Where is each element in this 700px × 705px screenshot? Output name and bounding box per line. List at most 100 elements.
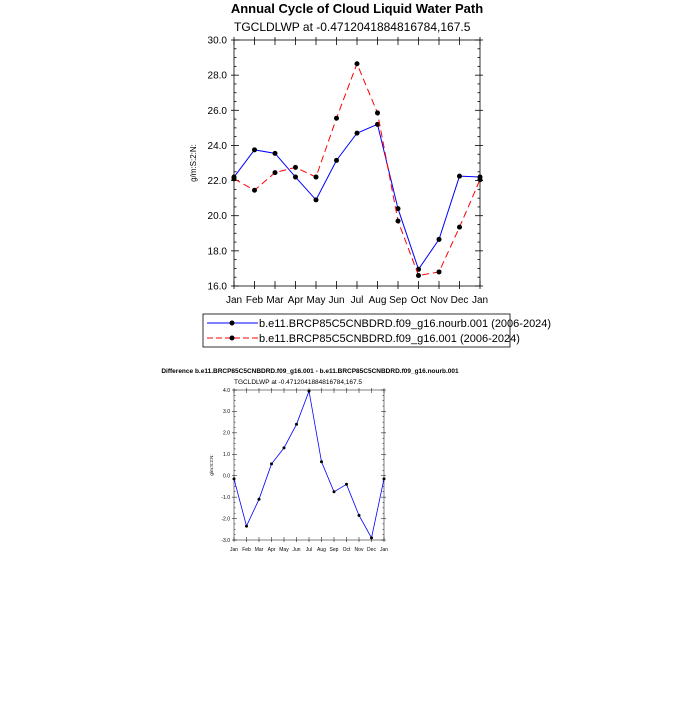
x-tick-label: Jun — [292, 547, 300, 553]
series-line-1 — [233, 62, 481, 277]
data-point — [370, 536, 373, 540]
x-tick-label: Nov — [355, 547, 364, 553]
data-point — [252, 187, 257, 193]
x-tick-label: Mar — [255, 547, 264, 553]
chart-title: Annual Cycle of Cloud Liquid Water Path — [231, 1, 483, 16]
data-point — [477, 177, 483, 183]
data-point — [232, 477, 236, 481]
plot-frame — [233, 389, 385, 541]
x-tick-label: Aug — [317, 547, 326, 553]
data-point — [416, 266, 421, 272]
data-point — [382, 477, 386, 481]
legend-label-nourb: b.e11.BRCP85C5CNBDRD.f09_g16.nourb.001 (… — [259, 318, 551, 330]
data-point — [245, 524, 248, 528]
data-point — [320, 460, 323, 464]
data-point — [457, 173, 462, 179]
y-tick-label: -2.0 — [221, 516, 230, 522]
data-point — [272, 170, 278, 176]
x-tick-label: Oct — [411, 295, 427, 306]
x-tick-label: Aug — [369, 295, 387, 306]
legend-marker-base — [229, 335, 235, 341]
data-point — [257, 497, 261, 501]
data-point — [375, 110, 380, 116]
x-tick-label: Apr — [288, 295, 304, 306]
chart-subtitle: TGCLDLWP at -0.4712041884816784,167.5 — [234, 20, 471, 34]
x-tick-label: Sep — [330, 547, 339, 553]
y-tick-label: 22.0 — [208, 176, 228, 187]
y-tick-label: -3.0 — [221, 538, 230, 544]
legend-box — [202, 313, 511, 348]
diff-chart-subtitle: TGCLDLWP at -0.4712041884816784,167.5 — [234, 379, 362, 386]
x-tick-label: Sep — [389, 295, 407, 306]
data-point — [307, 389, 311, 393]
data-point — [436, 269, 442, 275]
data-point — [357, 513, 361, 517]
x-tick-label: Jan — [226, 295, 242, 306]
y-tick-label: 1.0 — [223, 452, 230, 458]
data-point — [457, 224, 462, 230]
x-tick-label: Oct — [343, 547, 351, 553]
y-tick-label: 30.0 — [208, 36, 228, 47]
data-point — [375, 121, 380, 127]
series-line-0 — [233, 389, 385, 539]
y-tick-label: -1.0 — [221, 495, 230, 501]
y-tick-label: 3.0 — [223, 409, 230, 415]
data-point — [436, 236, 442, 242]
y-tick-label: 24.0 — [208, 141, 228, 152]
y-tick-label: 16.0 — [208, 282, 228, 293]
x-tick-label: Jan — [380, 547, 388, 553]
data-point — [295, 422, 298, 426]
data-point — [313, 174, 319, 180]
data-point — [270, 462, 273, 466]
legend: b.e11.BRCP85C5CNBDRD.f09_g16.nourb.001 (… — [202, 313, 551, 348]
y-tick-label: 20.0 — [208, 211, 228, 222]
data-point — [395, 206, 401, 212]
data-point — [293, 164, 298, 170]
y-tick-label: 0.0 — [223, 473, 230, 479]
x-tick-label: Nov — [430, 295, 448, 306]
data-point — [416, 272, 421, 278]
data-point — [395, 218, 401, 224]
diff-chart-plot: -3.0 -2.0 -1.0 0.0 1.0 2.0 3.0 4.0 Jan Feb Mar Apr M… — [221, 388, 388, 553]
data-point — [345, 482, 348, 486]
data-point — [354, 61, 360, 67]
data-point — [334, 157, 339, 163]
x-tick-label: Jan — [472, 295, 488, 306]
x-tick-label: Mar — [266, 295, 284, 306]
y-tick-label: 26.0 — [208, 106, 228, 117]
x-tick-label: Feb — [242, 547, 251, 553]
x-tick-label: Jul — [306, 547, 312, 553]
data-point — [332, 490, 336, 494]
x-tick-label: Apr — [268, 547, 276, 553]
data-point — [231, 176, 237, 182]
y-tick-label: 28.0 — [208, 71, 228, 82]
y-tick-label: 4.0 — [223, 388, 230, 394]
plot-frame — [233, 39, 481, 287]
data-point — [293, 174, 298, 180]
x-tick-label: Feb — [246, 295, 264, 306]
legend-label-base: b.e11.BRCP85C5CNBDRD.f09_g16.001 (2006-2… — [259, 333, 520, 345]
data-point — [334, 115, 339, 121]
x-tick-label: May — [279, 547, 289, 553]
data-point — [282, 446, 286, 450]
y-axis-label: g/m:S:2:N: — [189, 144, 198, 182]
x-tick-label: Dec — [367, 547, 376, 553]
x-tick-label: Dec — [451, 295, 469, 306]
data-point — [313, 197, 319, 203]
data-point — [252, 147, 257, 153]
diff-chart-title: Difference b.e11.BRCP85C5CNBDRD.f09_g16.… — [161, 368, 459, 375]
x-tick-label: Jul — [351, 295, 364, 306]
data-point — [272, 150, 278, 156]
y-tick-label: 18.0 — [208, 246, 228, 257]
x-tick-label: May — [307, 295, 326, 306]
x-tick-label: Jan — [230, 547, 238, 553]
legend-marker-nourb — [229, 320, 235, 326]
series-line-0 — [233, 123, 481, 271]
y-tick-label: 2.0 — [223, 431, 230, 437]
data-point — [354, 130, 360, 136]
diff-y-axis-label: g/m:S:2:N: — [209, 454, 214, 475]
x-tick-label: Jun — [328, 295, 344, 306]
